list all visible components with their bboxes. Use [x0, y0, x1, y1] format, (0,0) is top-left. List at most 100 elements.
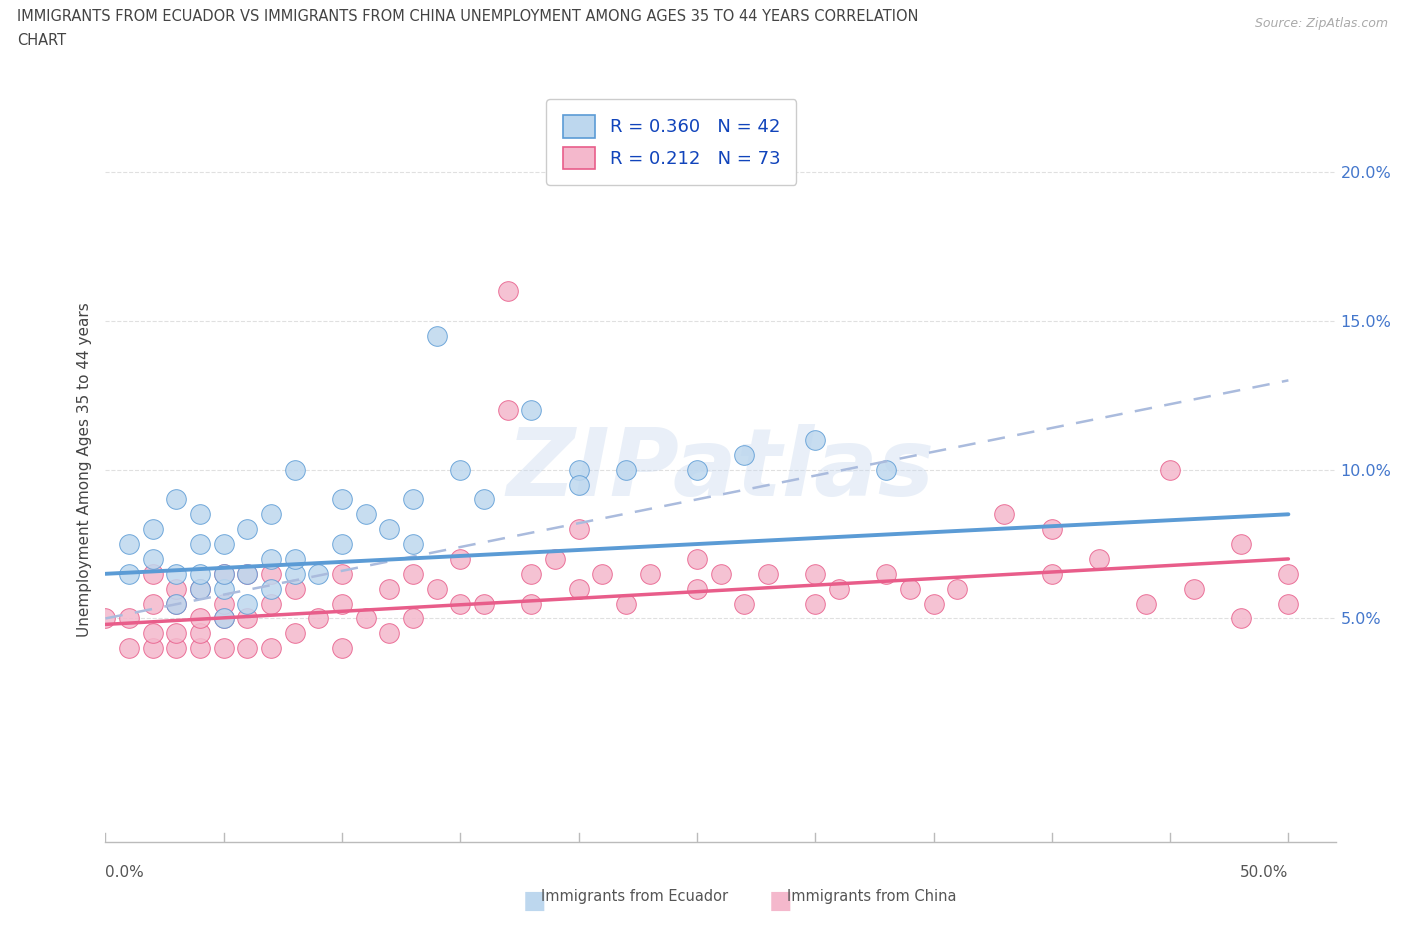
Point: [426, 581, 449, 596]
Point: [212, 611, 235, 626]
Point: [568, 522, 591, 537]
Point: [449, 596, 471, 611]
Point: [1277, 566, 1299, 581]
Point: [188, 611, 211, 626]
Point: [284, 581, 307, 596]
Point: [733, 596, 755, 611]
Point: [212, 566, 235, 581]
Point: [142, 596, 165, 611]
Point: [449, 551, 471, 566]
Point: [118, 537, 141, 551]
Point: [165, 596, 187, 611]
Point: [236, 611, 259, 626]
Point: [330, 641, 353, 656]
Point: [212, 611, 235, 626]
Point: [165, 641, 187, 656]
Point: [520, 596, 543, 611]
Point: [378, 581, 401, 596]
Point: [307, 611, 329, 626]
Point: [402, 566, 425, 581]
Point: [236, 566, 259, 581]
Point: [284, 566, 307, 581]
Point: [1040, 566, 1063, 581]
Point: [142, 641, 165, 656]
Point: [354, 611, 377, 626]
Point: [260, 581, 283, 596]
Point: [402, 537, 425, 551]
Point: [118, 566, 141, 581]
Y-axis label: Unemployment Among Ages 35 to 44 years: Unemployment Among Ages 35 to 44 years: [76, 302, 91, 637]
Point: [118, 611, 141, 626]
Point: [284, 551, 307, 566]
Point: [804, 432, 827, 447]
Point: [188, 537, 211, 551]
Point: [449, 462, 471, 477]
Point: [188, 507, 211, 522]
Point: [330, 566, 353, 581]
Point: [236, 522, 259, 537]
Point: [260, 507, 283, 522]
Point: [212, 566, 235, 581]
Point: [756, 566, 779, 581]
Text: 50.0%: 50.0%: [1240, 866, 1288, 881]
Point: [165, 492, 187, 507]
Text: IMMIGRANTS FROM ECUADOR VS IMMIGRANTS FROM CHINA UNEMPLOYMENT AMONG AGES 35 TO 4: IMMIGRANTS FROM ECUADOR VS IMMIGRANTS FR…: [17, 9, 918, 24]
Point: [260, 566, 283, 581]
Point: [993, 507, 1015, 522]
Point: [875, 462, 897, 477]
Point: [520, 566, 543, 581]
Point: [260, 596, 283, 611]
Point: [1230, 537, 1253, 551]
Point: [165, 596, 187, 611]
Point: [520, 403, 543, 418]
Point: [591, 566, 613, 581]
Point: [118, 641, 141, 656]
Point: [804, 596, 827, 611]
Point: [188, 581, 211, 596]
Point: [236, 596, 259, 611]
Point: [188, 641, 211, 656]
Point: [165, 626, 187, 641]
Point: [402, 492, 425, 507]
Point: [686, 551, 709, 566]
Point: [733, 447, 755, 462]
Point: [307, 566, 329, 581]
Text: Immigrants from Ecuador: Immigrants from Ecuador: [541, 889, 728, 904]
Point: [686, 462, 709, 477]
Point: [260, 551, 283, 566]
Point: [472, 492, 495, 507]
Point: [165, 566, 187, 581]
Point: [875, 566, 897, 581]
Point: [1088, 551, 1111, 566]
Point: [378, 626, 401, 641]
Point: [709, 566, 731, 581]
Point: [212, 641, 235, 656]
Point: [898, 581, 921, 596]
Point: [330, 537, 353, 551]
Legend: R = 0.360   N = 42, R = 0.212   N = 73: R = 0.360 N = 42, R = 0.212 N = 73: [547, 100, 796, 185]
Point: [236, 641, 259, 656]
Point: [284, 462, 307, 477]
Point: [804, 566, 827, 581]
Point: [94, 611, 117, 626]
Point: [142, 566, 165, 581]
Point: [472, 596, 495, 611]
Point: [1159, 462, 1181, 477]
Text: 0.0%: 0.0%: [105, 866, 145, 881]
Text: ZIPatlas: ZIPatlas: [506, 424, 935, 515]
Point: [402, 611, 425, 626]
Point: [1277, 596, 1299, 611]
Point: [922, 596, 945, 611]
Text: ■: ■: [769, 889, 792, 913]
Point: [188, 581, 211, 596]
Point: [496, 403, 519, 418]
Point: [614, 462, 637, 477]
Text: Immigrants from China: Immigrants from China: [787, 889, 957, 904]
Point: [568, 477, 591, 492]
Point: [165, 581, 187, 596]
Point: [236, 566, 259, 581]
Point: [568, 462, 591, 477]
Point: [1040, 522, 1063, 537]
Point: [638, 566, 661, 581]
Point: [142, 626, 165, 641]
